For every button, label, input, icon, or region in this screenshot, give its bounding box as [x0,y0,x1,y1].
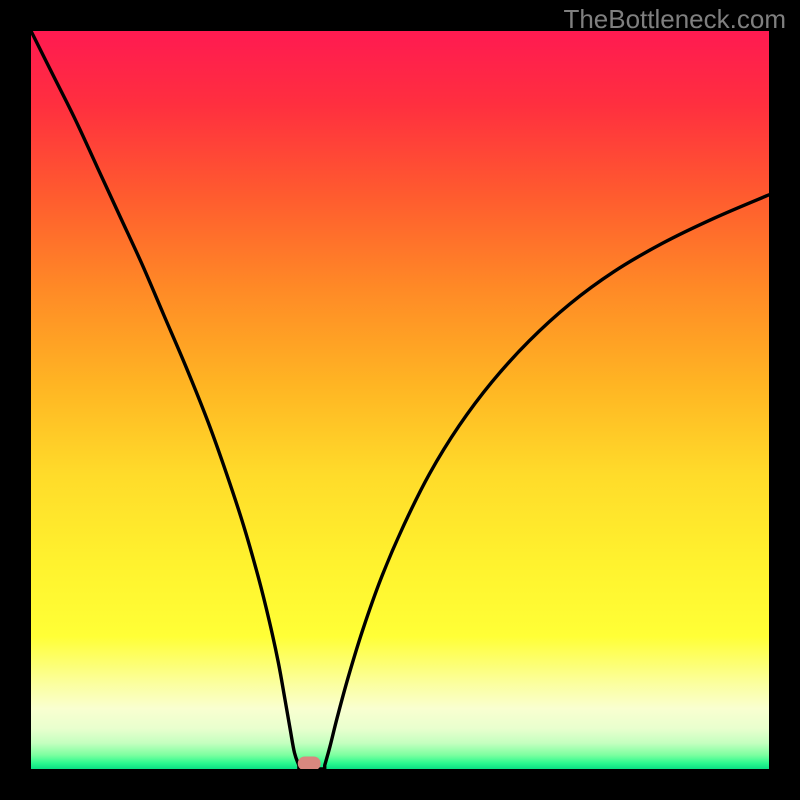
bottleneck-chart [31,31,769,769]
optimum-marker [298,756,321,769]
chart-frame: TheBottleneck.com [0,0,800,800]
chart-background [31,31,769,769]
